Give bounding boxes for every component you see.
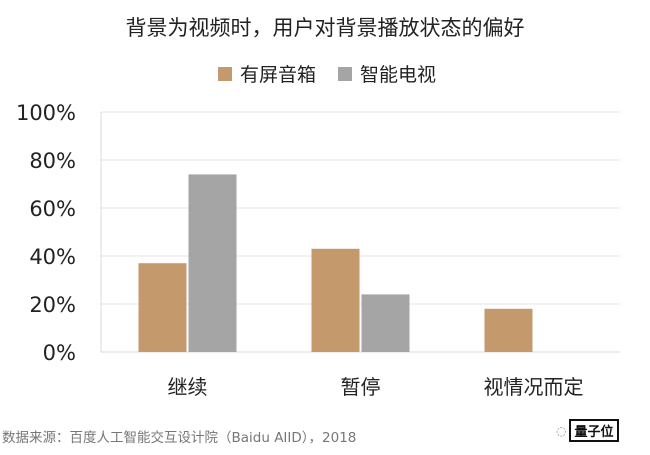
legend-label: 智能电视 (360, 64, 437, 86)
bar-speaker (484, 308, 533, 352)
legend-label: 有屏音箱 (240, 64, 317, 86)
legend-swatch (338, 66, 353, 81)
chart-title: 背景为视频时，用户对背景播放状态的偏好 (125, 16, 525, 40)
x-tick-label: 视情况而定 (484, 375, 584, 399)
legend-item-speaker: 有屏音箱 (218, 60, 316, 87)
bar-tv (361, 294, 410, 352)
y-tick-label: 80% (29, 149, 76, 173)
x-tick-label: 继续 (168, 375, 208, 399)
x-tick-label: 暂停 (341, 375, 381, 399)
y-tick-label: 60% (29, 197, 76, 221)
bar-speaker (138, 263, 187, 352)
watermark-logo: 量子位 (569, 419, 619, 442)
y-tick-label: 0% (43, 341, 76, 365)
watermark: ◌ 量子位 (556, 419, 619, 442)
y-tick-label: 20% (29, 293, 76, 317)
source-note: 数据来源：百度人工智能交互设计院（Baidu AIID），2018 (2, 430, 357, 446)
legend-swatch (218, 66, 232, 81)
y-tick-label: 40% (29, 245, 76, 269)
legend: 有屏音箱 智能电视 (218, 60, 436, 87)
legend-item-tv: 智能电视 (338, 60, 436, 87)
y-tick-label: 100% (16, 101, 76, 125)
bar-tv (188, 174, 237, 352)
bar-speaker (311, 248, 360, 352)
wechat-icon: ◌ (556, 423, 567, 438)
